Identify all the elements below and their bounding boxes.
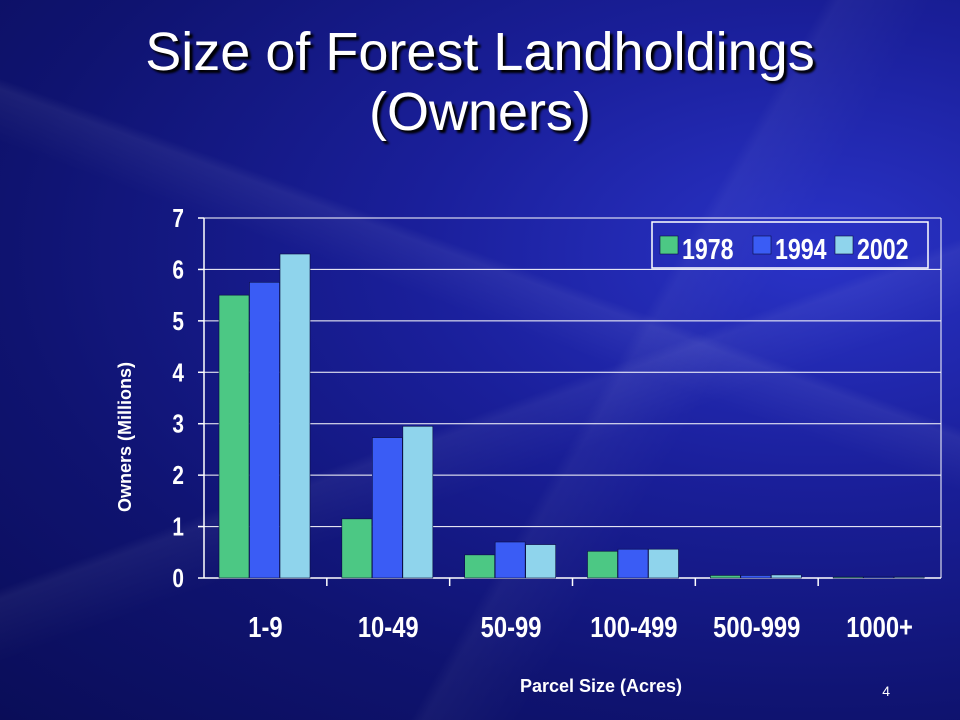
bar-1978-50-99 <box>464 554 495 579</box>
y-tick-label: 5 <box>172 307 184 336</box>
bar-1994-50-99 <box>494 541 526 579</box>
bar-1994-10-49 <box>372 437 403 579</box>
x-tick-label: 10-49 <box>358 611 419 644</box>
legend-swatch-1994 <box>752 235 772 255</box>
x-tick-label: 100-499 <box>590 611 677 644</box>
x-axis-title: Parcel Size (Acres) <box>520 676 682 696</box>
y-tick-label: 2 <box>172 461 184 490</box>
y-axis-title: Owners (Millions) <box>115 362 135 512</box>
y-tick-label: 6 <box>172 255 184 284</box>
x-tick-label: 500-999 <box>713 611 800 644</box>
y-tick-label: 0 <box>172 564 184 593</box>
legend-swatch-1978 <box>659 235 679 255</box>
bar-1978-1-9 <box>218 294 250 579</box>
bar-1994-100-499 <box>617 548 649 579</box>
bar-2002-10-49 <box>402 425 434 579</box>
bar-2002-50-99 <box>525 544 556 579</box>
x-tick-label: 50-99 <box>481 611 542 644</box>
bar-2002-1-9 <box>279 253 311 579</box>
x-tick-label: 1-9 <box>248 611 282 644</box>
title-line-2: (Owners) <box>368 82 591 142</box>
y-tick-label: 3 <box>172 410 184 439</box>
x-tick-label: 1000+ <box>846 611 913 644</box>
legend-swatch-2002 <box>834 235 854 255</box>
legend-label-1978: 1978 <box>682 232 734 265</box>
y-tick-label: 7 <box>172 204 184 233</box>
legend-box <box>651 221 929 269</box>
bar-1978-10-49 <box>341 518 373 579</box>
bar-1994-1000+ <box>863 576 894 579</box>
bar-1978-100-499 <box>587 550 618 579</box>
title-line-1: Size of Forest Landholdings <box>145 22 815 82</box>
bar-1994-1-9 <box>249 281 280 579</box>
bar-1994-500-999 <box>740 575 772 579</box>
bar-1978-1000+ <box>832 576 864 579</box>
bar-2002-1000+ <box>893 576 925 579</box>
bar-2002-500-999 <box>771 574 802 579</box>
legend-label-1994: 1994 <box>775 232 827 265</box>
page-number: 4 <box>882 683 890 699</box>
legend-label-2002: 2002 <box>857 232 909 265</box>
bar-1978-500-999 <box>710 575 741 579</box>
slide-title: Size of Forest Landholdings (Owners) <box>0 22 960 142</box>
y-tick-label: 1 <box>172 512 184 541</box>
bar-2002-100-499 <box>648 548 679 579</box>
y-tick-label: 4 <box>172 358 184 387</box>
